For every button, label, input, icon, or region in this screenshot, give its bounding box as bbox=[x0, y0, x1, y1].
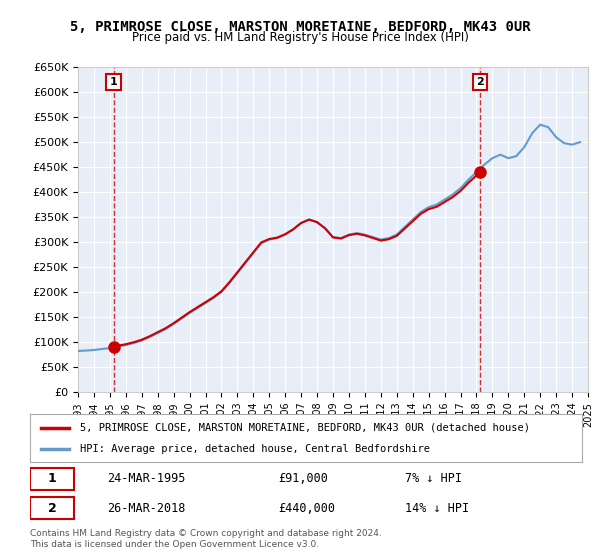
Text: 14% ↓ HPI: 14% ↓ HPI bbox=[406, 502, 469, 515]
Text: £440,000: £440,000 bbox=[278, 502, 335, 515]
Text: Contains HM Land Registry data © Crown copyright and database right 2024.
This d: Contains HM Land Registry data © Crown c… bbox=[30, 529, 382, 549]
FancyBboxPatch shape bbox=[30, 468, 74, 490]
Text: HPI: Average price, detached house, Central Bedfordshire: HPI: Average price, detached house, Cent… bbox=[80, 444, 430, 454]
Text: 1: 1 bbox=[48, 473, 56, 486]
Text: 2: 2 bbox=[48, 502, 56, 515]
Text: 2: 2 bbox=[476, 77, 484, 87]
Text: 5, PRIMROSE CLOSE, MARSTON MORETAINE, BEDFORD, MK43 0UR (detached house): 5, PRIMROSE CLOSE, MARSTON MORETAINE, BE… bbox=[80, 423, 530, 433]
Text: 24-MAR-1995: 24-MAR-1995 bbox=[107, 473, 185, 486]
Text: 5, PRIMROSE CLOSE, MARSTON MORETAINE, BEDFORD, MK43 0UR: 5, PRIMROSE CLOSE, MARSTON MORETAINE, BE… bbox=[70, 20, 530, 34]
Text: £91,000: £91,000 bbox=[278, 473, 328, 486]
Text: 7% ↓ HPI: 7% ↓ HPI bbox=[406, 473, 463, 486]
Text: Price paid vs. HM Land Registry's House Price Index (HPI): Price paid vs. HM Land Registry's House … bbox=[131, 31, 469, 44]
Text: 1: 1 bbox=[110, 77, 118, 87]
Text: 26-MAR-2018: 26-MAR-2018 bbox=[107, 502, 185, 515]
FancyBboxPatch shape bbox=[30, 497, 74, 520]
